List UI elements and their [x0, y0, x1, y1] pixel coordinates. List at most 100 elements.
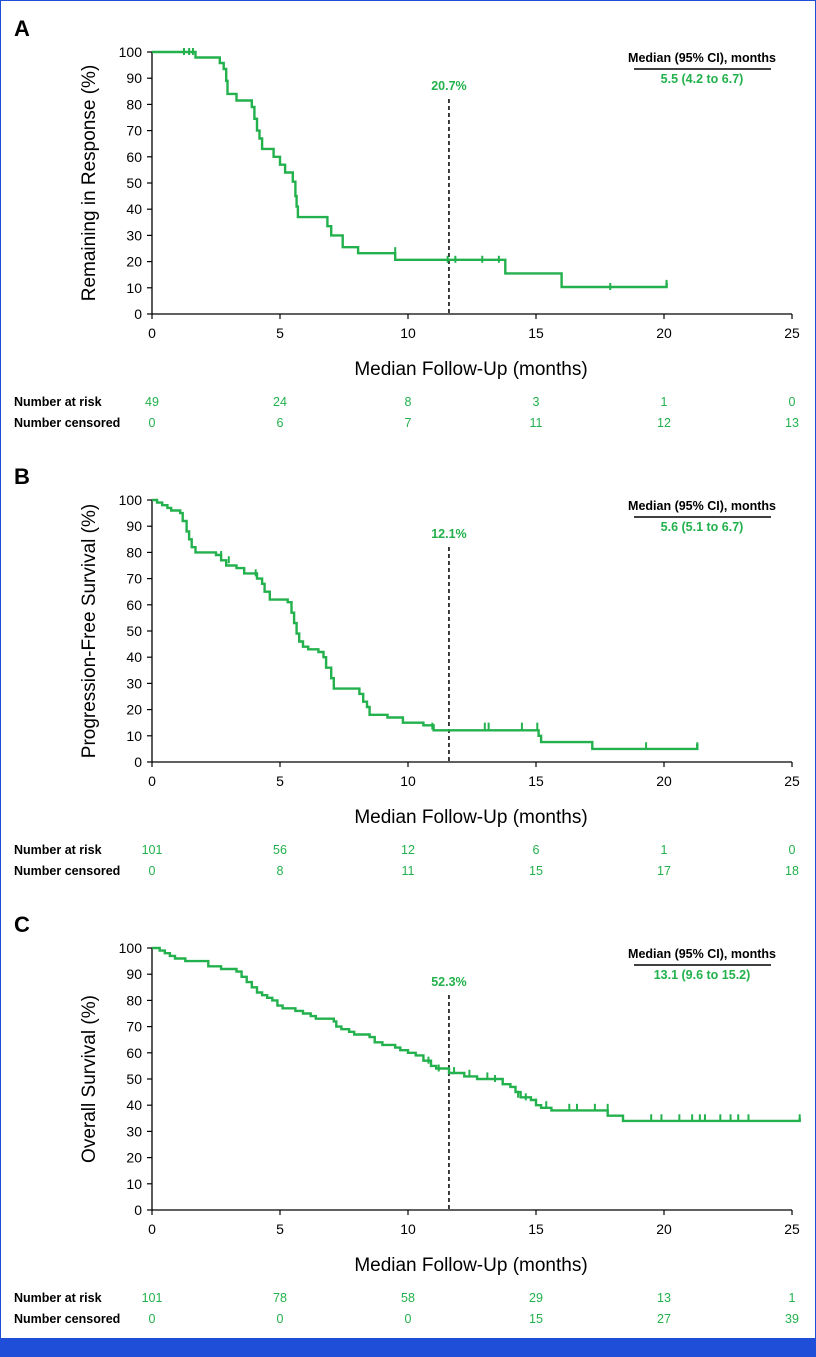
- y-tick-label: 10: [126, 1176, 142, 1192]
- at-risk-value: 6: [533, 843, 540, 857]
- legend-value: 5.6 (5.1 to 6.7): [661, 520, 744, 534]
- at-risk-value: 13: [657, 1291, 671, 1305]
- x-axis-title: Median Follow-Up (months): [354, 807, 587, 828]
- y-tick-label: 30: [126, 675, 142, 691]
- censored-value: 17: [657, 864, 671, 878]
- x-tick-label: 25: [784, 325, 800, 341]
- y-tick-label: 40: [126, 201, 142, 217]
- at-risk-value: 24: [273, 395, 287, 409]
- at-risk-label: Number at risk: [14, 1291, 102, 1305]
- y-tick-label: 70: [126, 123, 142, 139]
- at-risk-label: Number at risk: [14, 395, 102, 409]
- censored-label: Number censored: [14, 1312, 120, 1326]
- at-risk-value: 49: [145, 395, 159, 409]
- y-tick-label: 20: [126, 1150, 142, 1166]
- reference-label: 20.7%: [431, 79, 466, 93]
- censored-value: 0: [149, 1312, 156, 1326]
- y-tick-label: 90: [126, 518, 142, 534]
- y-tick-label: 10: [126, 280, 142, 296]
- censored-value: 27: [657, 1312, 671, 1326]
- x-axis-title: Median Follow-Up (months): [354, 1255, 587, 1276]
- reference-label: 52.3%: [431, 975, 466, 989]
- at-risk-value: 29: [529, 1291, 543, 1305]
- y-tick-label: 100: [119, 492, 143, 508]
- x-tick-label: 10: [400, 325, 416, 341]
- y-tick-label: 80: [126, 544, 142, 560]
- x-tick-label: 15: [528, 773, 544, 789]
- censored-label: Number censored: [14, 416, 120, 430]
- censored-value: 11: [402, 864, 415, 878]
- censored-value: 12: [657, 416, 671, 430]
- at-risk-value: 56: [273, 843, 287, 857]
- x-tick-label: 15: [528, 325, 544, 341]
- at-risk-value: 12: [401, 843, 415, 857]
- y-tick-label: 90: [126, 70, 142, 86]
- x-tick-label: 0: [148, 325, 156, 341]
- y-tick-label: 0: [134, 1202, 142, 1218]
- censored-value: 18: [785, 864, 799, 878]
- survival-curve: [152, 946, 801, 1123]
- y-tick-label: 80: [126, 96, 142, 112]
- at-risk-value: 1: [661, 395, 668, 409]
- y-axis-title: Remaining in Response (%): [79, 65, 100, 302]
- x-tick-label: 20: [656, 1221, 672, 1237]
- survival-curve: [152, 498, 699, 751]
- x-tick-label: 10: [400, 773, 416, 789]
- x-tick-label: 15: [528, 1221, 544, 1237]
- x-tick-label: 25: [784, 773, 800, 789]
- x-tick-label: 5: [276, 773, 284, 789]
- at-risk-value: 0: [789, 843, 796, 857]
- y-tick-label: 70: [126, 1019, 142, 1035]
- x-tick-label: 5: [276, 1221, 284, 1237]
- y-tick-label: 100: [119, 44, 143, 60]
- x-tick-label: 25: [784, 1221, 800, 1237]
- at-risk-value: 3: [533, 395, 540, 409]
- y-axis-title: Overall Survival (%): [79, 995, 100, 1163]
- survival-curve: [152, 50, 668, 289]
- x-tick-label: 0: [148, 1221, 156, 1237]
- y-tick-label: 30: [126, 1123, 142, 1139]
- at-risk-value: 101: [142, 1291, 163, 1305]
- legend-title: Median (95% CI), months: [628, 499, 776, 513]
- y-tick-label: 60: [126, 597, 142, 613]
- x-tick-label: 5: [276, 325, 284, 341]
- y-tick-label: 0: [134, 754, 142, 770]
- x-tick-label: 20: [656, 325, 672, 341]
- censored-value: 7: [405, 416, 412, 430]
- censored-label: Number censored: [14, 864, 120, 878]
- censored-value: 15: [529, 1312, 543, 1326]
- censored-value: 6: [277, 416, 284, 430]
- y-tick-label: 20: [126, 702, 142, 718]
- censored-value: 0: [405, 1312, 412, 1326]
- at-risk-value: 58: [401, 1291, 415, 1305]
- y-tick-label: 0: [134, 306, 142, 322]
- panel-letter: A: [14, 16, 30, 41]
- censored-value: 39: [785, 1312, 799, 1326]
- censored-value: 8: [277, 864, 284, 878]
- at-risk-label: Number at risk: [14, 843, 102, 857]
- y-tick-label: 30: [126, 227, 142, 243]
- censored-value: 11: [530, 416, 543, 430]
- y-tick-label: 100: [119, 940, 143, 956]
- legend-title: Median (95% CI), months: [628, 947, 776, 961]
- legend-title: Median (95% CI), months: [628, 51, 776, 65]
- censored-value: 13: [785, 416, 799, 430]
- y-tick-label: 40: [126, 649, 142, 665]
- legend-value: 13.1 (9.6 to 15.2): [654, 968, 751, 982]
- at-risk-value: 101: [142, 843, 163, 857]
- reference-label: 12.1%: [431, 527, 466, 541]
- panel-letter: B: [14, 464, 30, 489]
- at-risk-value: 1: [661, 843, 668, 857]
- y-tick-label: 60: [126, 1045, 142, 1061]
- x-tick-label: 20: [656, 773, 672, 789]
- censored-value: 0: [149, 864, 156, 878]
- y-tick-label: 70: [126, 571, 142, 587]
- at-risk-value: 1: [789, 1291, 796, 1305]
- y-tick-label: 50: [126, 623, 142, 639]
- y-tick-label: 40: [126, 1097, 142, 1113]
- y-tick-label: 80: [126, 992, 142, 1008]
- at-risk-value: 78: [273, 1291, 287, 1305]
